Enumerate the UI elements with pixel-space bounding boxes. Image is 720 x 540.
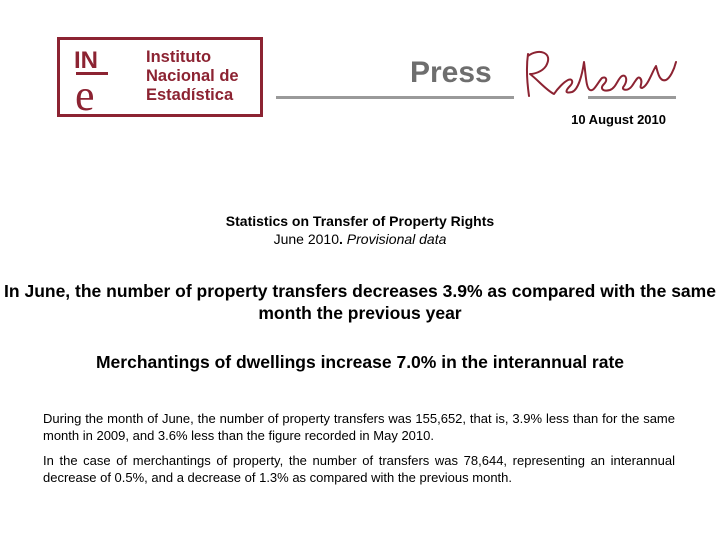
ine-logo-text: Instituto Nacional de Estadística (146, 48, 239, 105)
paragraph-1: During the month of June, the number of … (43, 411, 675, 443)
logo-line-1: Instituto (146, 48, 212, 66)
logo-line-2: Nacional de (146, 67, 239, 85)
logo-line-3: Estadística (146, 86, 234, 104)
svg-text:e: e (75, 71, 95, 112)
release-date: 10 August 2010 (571, 112, 666, 127)
header-rule-left (276, 96, 514, 99)
paragraph-2: In the case of merchantings of property,… (43, 453, 675, 485)
header-rule-right (588, 96, 676, 99)
statistics-title: Statistics on Transfer of Property Right… (225, 213, 495, 229)
provisional-note: Provisional data (346, 231, 447, 247)
period-text: June 2010 (273, 231, 339, 247)
period-separator: . (339, 231, 347, 247)
press-label: Press (410, 56, 492, 89)
ine-logo-mark: IN e (72, 44, 124, 112)
release-signature (520, 42, 680, 109)
statistics-period: June 2010. Provisional data (0, 231, 720, 247)
svg-text:IN: IN (74, 47, 98, 74)
sub-headline: Merchantings of dwellings increase 7.0% … (95, 352, 625, 372)
main-headline: In June, the number of property transfer… (4, 281, 716, 323)
ine-logo: IN e Instituto Nacional de Estadística (57, 37, 263, 117)
